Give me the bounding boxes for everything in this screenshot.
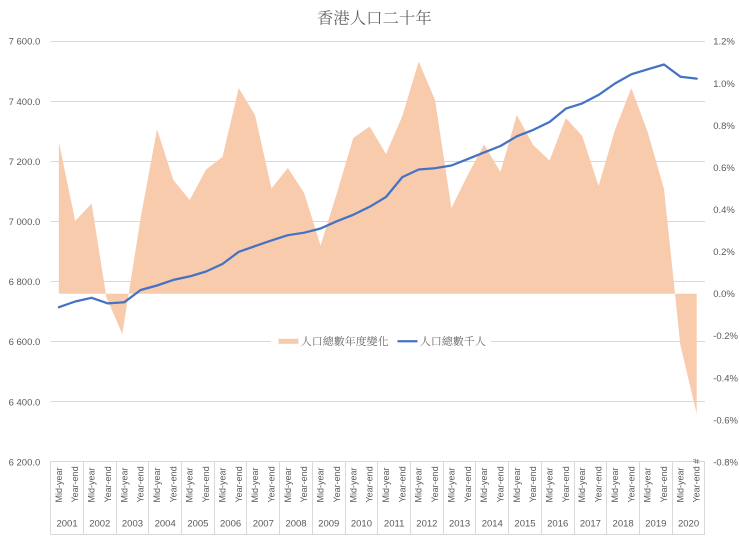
svg-text:Year-end: Year-end bbox=[136, 466, 146, 502]
svg-text:2006: 2006 bbox=[220, 518, 241, 529]
svg-text:Year-end: Year-end bbox=[299, 466, 309, 502]
svg-text:Year-end: Year-end bbox=[70, 466, 80, 502]
svg-text:-0.6%: -0.6% bbox=[713, 415, 738, 426]
svg-text:Mid-year: Mid-year bbox=[250, 467, 260, 502]
svg-text:-0.2%: -0.2% bbox=[713, 331, 738, 342]
svg-text:Year-end: Year-end bbox=[332, 466, 342, 502]
svg-text:2015: 2015 bbox=[514, 518, 535, 529]
svg-text:Year-end: Year-end bbox=[234, 466, 244, 502]
svg-text:7 200.0: 7 200.0 bbox=[9, 157, 41, 168]
svg-text:6 600.0: 6 600.0 bbox=[9, 337, 41, 348]
svg-text:Mid-year: Mid-year bbox=[414, 467, 424, 502]
svg-text:2020: 2020 bbox=[678, 518, 699, 529]
svg-text:2017: 2017 bbox=[580, 518, 601, 529]
svg-text:Mid-year: Mid-year bbox=[87, 467, 97, 502]
svg-text:Mid-year: Mid-year bbox=[152, 467, 162, 502]
svg-text:Mid-year: Mid-year bbox=[577, 467, 587, 502]
svg-text:7 000.0: 7 000.0 bbox=[9, 217, 41, 228]
svg-text:2013: 2013 bbox=[449, 518, 470, 529]
svg-text:0.8%: 0.8% bbox=[713, 121, 735, 132]
svg-text:Year-end: Year-end bbox=[463, 466, 473, 502]
svg-text:Mid-year: Mid-year bbox=[675, 467, 685, 502]
svg-text:0.6%: 0.6% bbox=[713, 163, 735, 174]
svg-text:Mid-year: Mid-year bbox=[283, 467, 293, 502]
svg-text:2007: 2007 bbox=[253, 518, 274, 529]
svg-text:0.4%: 0.4% bbox=[713, 205, 735, 216]
svg-text:7 600.0: 7 600.0 bbox=[9, 37, 41, 48]
svg-text:1.2%: 1.2% bbox=[713, 37, 735, 48]
svg-text:Mid-year: Mid-year bbox=[119, 467, 129, 502]
svg-text:2011: 2011 bbox=[384, 518, 404, 529]
svg-text:Year-end: Year-end bbox=[659, 466, 669, 502]
svg-text:Year-end: Year-end bbox=[397, 466, 407, 502]
svg-text:Year-end: Year-end bbox=[528, 466, 538, 502]
svg-text:Mid-year: Mid-year bbox=[316, 467, 326, 502]
svg-text:Mid-year: Mid-year bbox=[446, 467, 456, 502]
svg-text:2014: 2014 bbox=[482, 518, 503, 529]
svg-text:2019: 2019 bbox=[645, 518, 666, 529]
svg-text:2010: 2010 bbox=[351, 518, 372, 529]
svg-text:Mid-year: Mid-year bbox=[512, 467, 522, 502]
svg-text:Year-end: Year-end bbox=[430, 466, 440, 502]
svg-text:6 400.0: 6 400.0 bbox=[9, 397, 41, 408]
svg-text:6 800.0: 6 800.0 bbox=[9, 277, 41, 288]
svg-text:2008: 2008 bbox=[285, 518, 306, 529]
svg-text:Mid-year: Mid-year bbox=[643, 467, 653, 502]
svg-text:0.2%: 0.2% bbox=[713, 247, 735, 258]
svg-text:Mid-year: Mid-year bbox=[348, 467, 358, 502]
svg-text:Mid-year: Mid-year bbox=[610, 467, 620, 502]
svg-text:2005: 2005 bbox=[187, 518, 208, 529]
svg-text:Year-end: Year-end bbox=[365, 466, 375, 502]
svg-text:2001: 2001 bbox=[56, 518, 77, 529]
svg-text:2002: 2002 bbox=[89, 518, 110, 529]
svg-text:2003: 2003 bbox=[122, 518, 143, 529]
svg-text:Year-end #: Year-end # bbox=[692, 459, 702, 503]
svg-text:Mid-year: Mid-year bbox=[479, 467, 489, 502]
svg-text:Year-end: Year-end bbox=[561, 466, 571, 502]
svg-text:-0.4%: -0.4% bbox=[713, 373, 738, 384]
svg-text:Year-end: Year-end bbox=[626, 466, 636, 502]
svg-text:Year-end: Year-end bbox=[594, 466, 604, 502]
svg-text:Year-end: Year-end bbox=[168, 466, 178, 502]
svg-text:Mid-year: Mid-year bbox=[381, 467, 391, 502]
svg-text:2009: 2009 bbox=[318, 518, 339, 529]
svg-text:Mid-year: Mid-year bbox=[545, 467, 555, 502]
svg-text:Mid-year: Mid-year bbox=[217, 467, 227, 502]
svg-text:2012: 2012 bbox=[416, 518, 437, 529]
svg-text:0.0%: 0.0% bbox=[713, 289, 735, 300]
svg-text:2018: 2018 bbox=[613, 518, 634, 529]
svg-text:-0.8%: -0.8% bbox=[713, 457, 738, 468]
svg-text:7 400.0: 7 400.0 bbox=[9, 97, 41, 108]
svg-text:Year-end: Year-end bbox=[495, 466, 505, 502]
svg-text:Year-end: Year-end bbox=[266, 466, 276, 502]
svg-text:Mid-year: Mid-year bbox=[185, 467, 195, 502]
svg-text:Year-end: Year-end bbox=[103, 466, 113, 502]
svg-text:Mid-year: Mid-year bbox=[54, 467, 64, 502]
svg-text:Year-end: Year-end bbox=[201, 466, 211, 502]
svg-text:6 200.0: 6 200.0 bbox=[9, 457, 41, 468]
svg-text:2004: 2004 bbox=[155, 518, 176, 529]
svg-text:1.0%: 1.0% bbox=[713, 79, 735, 90]
svg-text:2016: 2016 bbox=[547, 518, 568, 529]
